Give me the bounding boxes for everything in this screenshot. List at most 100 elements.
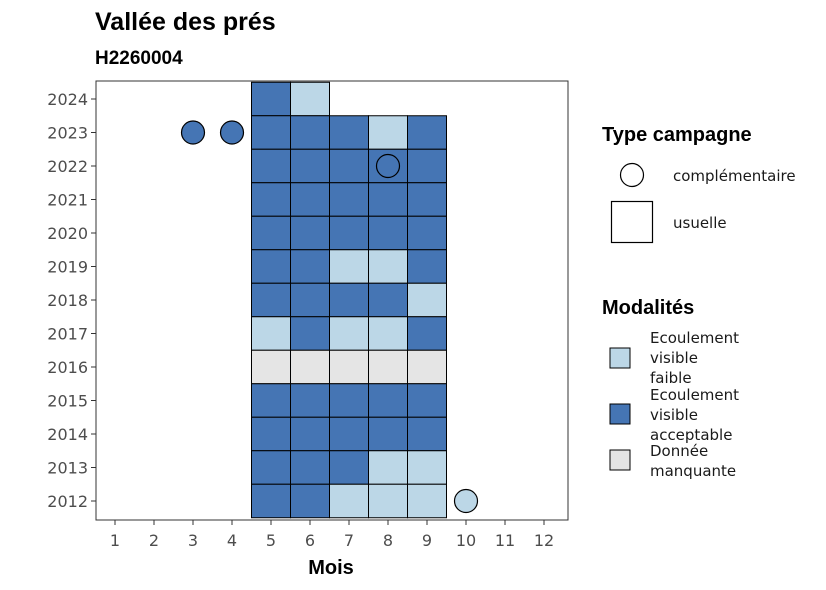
x-tick-label: 4 (227, 531, 237, 550)
usuelle-cell-2014-6 (290, 416, 330, 452)
usuelle-cell-2022-6 (290, 148, 330, 184)
x-tick-label: 8 (383, 531, 393, 550)
usuelle-cell-2021-6 (290, 182, 330, 217)
usuelle-cell-2021-8 (368, 182, 408, 217)
usuelle-cell-2018-8 (368, 282, 408, 318)
usuelle-cell-2015-6 (290, 383, 330, 418)
usuelle-cell-2020-5 (251, 215, 291, 251)
usuelle-cell-2024-5 (251, 81, 291, 117)
complementaire-point-2012-10 (453, 488, 479, 514)
usuelle-cells (251, 81, 447, 519)
x-tick-label: 9 (422, 531, 432, 550)
usuelle-cell-2023-9 (407, 115, 447, 150)
y-tick-label: 2019 (47, 258, 88, 277)
usuelle-cell-2012-9 (407, 483, 447, 519)
usuelle-cell-2022-7 (329, 148, 369, 184)
usuelle-cell-2016-6 (290, 349, 330, 385)
legend-key-faible (609, 347, 631, 369)
x-tick-label: 3 (188, 531, 198, 550)
x-tick-label: 12 (534, 531, 554, 550)
legend-title-modalites: Modalités (602, 297, 694, 319)
legend-circle-key (619, 162, 645, 188)
y-tick-label: 2014 (47, 425, 88, 444)
legend-key-acceptable (609, 403, 631, 425)
usuelle-cell-2017-6 (290, 316, 330, 351)
legend-square-key (610, 200, 654, 244)
usuelle-cell-2020-8 (368, 215, 408, 251)
chart-title: Vallée des prés (95, 8, 276, 36)
usuelle-cell-2017-9 (407, 316, 447, 351)
y-tick-label: 2021 (47, 191, 88, 210)
y-tick-label: 2022 (47, 157, 88, 176)
x-tick-label: 1 (110, 531, 120, 550)
usuelle-cell-2021-5 (251, 182, 291, 217)
usuelle-cell-2020-7 (329, 215, 369, 251)
usuelle-cell-2015-8 (368, 383, 408, 418)
usuelle-cell-2012-8 (368, 483, 408, 519)
usuelle-cell-2019-9 (407, 249, 447, 284)
usuelle-cell-2013-9 (407, 450, 447, 485)
y-tick-label: 2023 (47, 124, 88, 143)
y-tick-label: 2013 (47, 459, 88, 478)
x-tick-label: 7 (344, 531, 354, 550)
usuelle-cell-2023-6 (290, 115, 330, 150)
usuelle-cell-2016-9 (407, 349, 447, 385)
usuelle-cell-2013-5 (251, 450, 291, 485)
usuelle-cell-2014-5 (251, 416, 291, 452)
usuelle-cell-2012-6 (290, 483, 330, 519)
legend-title-type-campagne: Type campagne (602, 124, 752, 146)
complementaire-point-2023-3 (180, 120, 206, 145)
usuelle-cell-2015-7 (329, 383, 369, 418)
complementaire-points (180, 120, 479, 514)
usuelle-cell-2018-6 (290, 282, 330, 318)
usuelle-cell-2015-5 (251, 383, 291, 418)
y-tick-label: 2020 (47, 224, 88, 243)
x-axis: 1 2 3 4 5 6 7 8 9 10 11 12 (110, 520, 554, 550)
usuelle-cell-2018-7 (329, 282, 369, 318)
x-tick-label: 11 (495, 531, 515, 550)
legend-label-manquante: Donnée manquante (650, 442, 736, 480)
legend: Type campagne complémentaire usuelle Moda… (602, 124, 796, 480)
x-axis-title: Mois (308, 557, 354, 579)
usuelle-cell-2017-8 (368, 316, 408, 351)
usuelle-cell-2013-8 (368, 450, 408, 485)
usuelle-cell-2015-9 (407, 383, 447, 418)
usuelle-cell-2019-6 (290, 249, 330, 284)
complementaire-point-2022-8 (375, 153, 401, 179)
x-tick-label: 2 (149, 531, 159, 550)
y-tick-label: 2018 (47, 291, 88, 310)
usuelle-cell-2014-7 (329, 416, 369, 452)
chart-subtitle: H2260004 (95, 48, 183, 69)
usuelle-cell-2012-5 (251, 483, 291, 519)
usuelle-cell-2020-9 (407, 215, 447, 251)
usuelle-cell-2019-5 (251, 249, 291, 284)
y-tick-label: 2017 (47, 325, 88, 344)
usuelle-cell-2019-7 (329, 249, 369, 284)
usuelle-cell-2024-6 (290, 81, 330, 117)
usuelle-cell-2014-9 (407, 416, 447, 452)
y-axis: 2012 2013 2014 2015 2016 2017 2018 2019 2020 2021… (47, 90, 96, 511)
complementaire-point-2023-4 (219, 120, 245, 145)
usuelle-cell-2017-5 (251, 316, 291, 351)
legend-key-manquante (609, 449, 631, 471)
usuelle-cell-2019-8 (368, 249, 408, 284)
y-tick-label: 2012 (47, 492, 88, 511)
x-tick-label: 6 (305, 531, 315, 550)
legend-label-complementaire: complémentaire (673, 167, 796, 185)
legend-label-faible: Ecoulement visible faible (650, 329, 739, 387)
usuelle-cell-2016-8 (368, 349, 408, 385)
usuelle-cell-2022-5 (251, 148, 291, 184)
y-tick-label: 2015 (47, 392, 88, 411)
usuelle-cell-2022-9 (407, 148, 447, 184)
legend-label-acceptable: Ecoulement visible acceptable (650, 386, 739, 444)
usuelle-cell-2023-7 (329, 115, 369, 150)
usuelle-cell-2012-7 (329, 483, 369, 519)
usuelle-cell-2016-7 (329, 349, 369, 385)
usuelle-cell-2018-5 (251, 282, 291, 318)
y-tick-label: 2024 (47, 90, 88, 109)
usuelle-cell-2017-7 (329, 316, 369, 351)
legend-label-usuelle: usuelle (673, 214, 727, 232)
x-tick-label: 10 (456, 531, 476, 550)
y-tick-label: 2016 (47, 358, 88, 377)
